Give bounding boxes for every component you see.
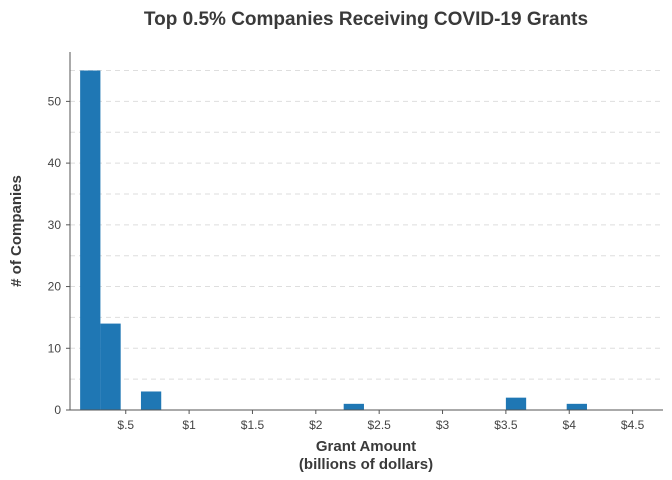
x-tick-label: $3: [436, 418, 450, 432]
y-tick-label: 50: [48, 94, 62, 108]
histogram-bar: [505, 397, 527, 410]
x-tick-label: $1.5: [241, 418, 265, 432]
x-tick-label: $.5: [117, 418, 134, 432]
x-tick-label: $3.5: [494, 418, 518, 432]
histogram-bar: [140, 391, 162, 410]
x-tick-label: $4.5: [621, 418, 645, 432]
x-tick-labels: $.5 $1 $1.5 $2 $2.5 $3 $3.5 $4 $4.5: [117, 410, 645, 432]
y-tick-label: 40: [48, 156, 62, 170]
y-tick-label: 20: [48, 280, 62, 294]
y-axis-title: # of Companies: [8, 175, 25, 287]
y-tick-labels: 0 10 20 30 40 50: [48, 94, 70, 417]
y-tick-label: 0: [54, 403, 61, 417]
grid-lines: [70, 70, 663, 380]
histogram-bar: [566, 403, 587, 410]
bars: [80, 70, 587, 410]
x-axis-title-line1: Grant Amount: [316, 438, 416, 455]
x-axis-title-line2: (billions of dollars): [299, 456, 433, 473]
y-tick-label: 10: [48, 341, 62, 355]
chart-title: Top 0.5% Companies Receiving COVID-19 Gr…: [144, 9, 588, 30]
histogram-bar: [343, 403, 364, 410]
y-tick-label: 30: [48, 218, 62, 232]
histogram-bar: [80, 70, 101, 410]
x-tick-label: $1: [182, 418, 196, 432]
x-tick-label: $2: [309, 418, 323, 432]
histogram-bar: [100, 323, 121, 410]
x-tick-label: $4: [563, 418, 577, 432]
x-tick-label: $2.5: [367, 418, 391, 432]
